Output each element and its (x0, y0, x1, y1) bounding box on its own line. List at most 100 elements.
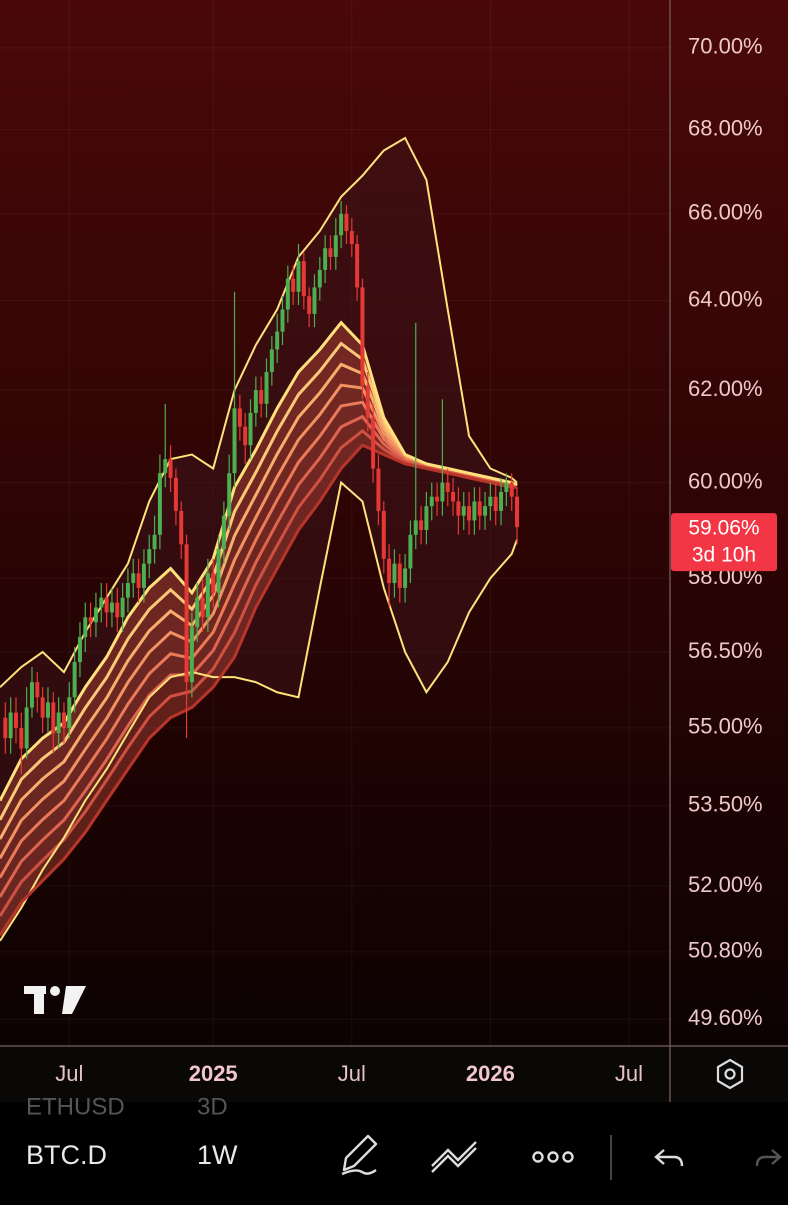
candle-body (419, 520, 424, 530)
candle-body (317, 269, 322, 288)
candle-body (136, 573, 141, 588)
candle-body (472, 501, 477, 521)
candle-body (307, 296, 312, 314)
candle-body (397, 563, 402, 588)
candle-body (29, 682, 34, 708)
candle-body (205, 573, 210, 618)
candle-body (275, 331, 280, 350)
candle-body (280, 309, 285, 332)
candle-body (477, 501, 482, 516)
candle-body (232, 408, 237, 474)
y-tick-label: 64.00% (688, 286, 763, 311)
time-axis-bar (0, 1046, 788, 1102)
candle-body (93, 607, 98, 623)
candle-body (227, 473, 232, 516)
candle-body (381, 510, 386, 559)
candle-body (104, 597, 109, 613)
candle-body (467, 506, 472, 521)
candle-body (269, 349, 274, 372)
candle-body (72, 662, 77, 698)
x-tick-label: Jul (55, 1061, 83, 1086)
candle-body (429, 496, 434, 507)
symbol-interval: 3D (197, 1093, 228, 1120)
candle-body (488, 496, 493, 507)
x-tick-label: 2026 (466, 1061, 515, 1086)
candle-body (157, 473, 162, 535)
candle-body (88, 617, 93, 623)
ribbon-edge (0, 320, 518, 802)
candle-body (493, 496, 498, 511)
last-price-marker (671, 513, 777, 572)
x-tick-label: Jul (615, 1061, 643, 1086)
symbol-name[interactable]: BTC.D (26, 1140, 107, 1170)
candle-body (216, 549, 221, 593)
candle-body (19, 727, 24, 749)
symbol-interval: 1W (197, 1140, 238, 1170)
y-tick-label: 66.00% (688, 200, 763, 225)
y-tick-label: 53.50% (688, 792, 763, 817)
candle-body (515, 496, 520, 528)
x-tick-label: 2025 (189, 1061, 238, 1086)
draw-button[interactable] (341, 1134, 378, 1176)
candle-body (285, 278, 290, 310)
candle-body (173, 477, 178, 511)
settings-button[interactable] (716, 1058, 744, 1090)
candle-body (504, 482, 509, 492)
candle-body (109, 602, 114, 613)
candle-body (56, 712, 61, 734)
candle-body (211, 573, 216, 593)
redo-button[interactable] (755, 1149, 782, 1167)
candle-body (221, 515, 226, 550)
candle-body (184, 544, 189, 683)
x-tick-label: Jul (338, 1061, 366, 1086)
candle-body (147, 549, 152, 564)
candle-body (120, 597, 125, 618)
candle-body (323, 248, 328, 270)
candle-body (387, 558, 392, 584)
candle-body (83, 617, 88, 638)
candle-body (509, 482, 514, 497)
candle-body (456, 501, 461, 516)
candle-body (259, 390, 264, 404)
y-tick-label: 56.50% (688, 638, 763, 663)
candle-body (131, 573, 136, 584)
candle-body (371, 417, 376, 469)
candle-body (440, 482, 445, 502)
candle-body (99, 597, 104, 608)
bollinger-band (0, 480, 518, 942)
y-tick-label: 52.00% (688, 872, 763, 897)
candle-body (333, 235, 338, 257)
candle-body (243, 426, 248, 446)
candle-body (312, 287, 317, 314)
candle-body (253, 390, 258, 413)
plot-area (0, 0, 670, 1045)
trend-button[interactable] (431, 1141, 477, 1173)
candle-body (195, 597, 200, 628)
bollinger-band (0, 136, 518, 688)
candle-body (125, 583, 130, 598)
candle-body (264, 371, 269, 404)
last-price-label: 59.06% (688, 517, 759, 540)
candle-body (67, 697, 72, 728)
candle-body (360, 287, 365, 386)
ribbon-edge (0, 443, 518, 937)
symbol-name[interactable]: ETHUSD (26, 1093, 125, 1120)
candle-body (13, 712, 18, 728)
candle-body (451, 491, 456, 502)
candle-body (189, 627, 194, 683)
candle-body (77, 637, 82, 663)
candle-body (483, 506, 488, 516)
candle-body (115, 602, 120, 618)
candle-body (339, 213, 344, 236)
candle-body (61, 712, 66, 728)
candle-body (35, 682, 40, 698)
candle-body (435, 496, 440, 502)
candle-body (179, 510, 184, 545)
candle-body (376, 468, 381, 511)
candle-body (408, 534, 413, 569)
more-button[interactable] (532, 1151, 574, 1163)
undo-button[interactable] (654, 1149, 684, 1167)
candle-body (499, 491, 504, 511)
y-tick-label: 49.60% (688, 1005, 763, 1030)
